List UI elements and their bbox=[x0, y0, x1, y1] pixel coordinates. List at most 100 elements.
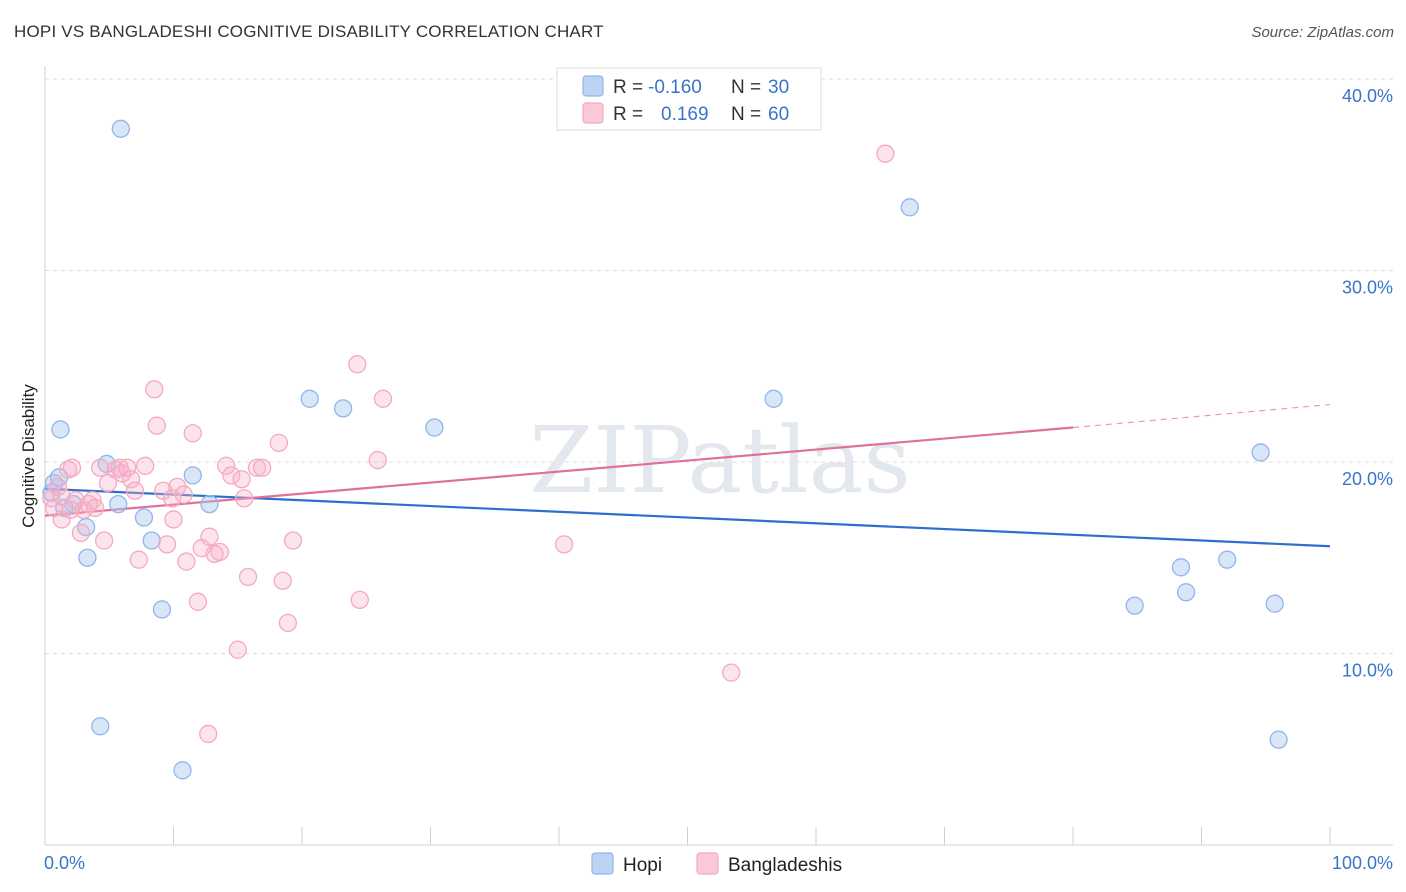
data-point-hopi bbox=[152, 600, 172, 619]
data-point-bangladeshis bbox=[222, 466, 241, 485]
data-point-hopi bbox=[333, 399, 353, 418]
data-point-bangladeshis bbox=[48, 477, 67, 497]
data-point-hopi bbox=[142, 531, 161, 550]
data-point-bangladeshis bbox=[121, 470, 141, 489]
hopi-r-label: R = bbox=[613, 77, 643, 98]
data-point-hopi bbox=[78, 548, 97, 567]
watermark: ZIPatlas bbox=[529, 407, 910, 514]
data-point-bangladeshis bbox=[85, 498, 105, 518]
hopi-legend-label: Hopi bbox=[623, 855, 662, 876]
data-point-bangladeshis bbox=[183, 424, 202, 443]
data-point-bangladeshis bbox=[94, 531, 114, 550]
data-points bbox=[42, 119, 1288, 780]
y-tick-labels: 10.0% 20.0% 30.0% 40.0% bbox=[1342, 86, 1393, 681]
axes bbox=[44, 66, 1393, 846]
grid-lines bbox=[45, 78, 1393, 654]
chart-title: HOPI VS BANGLADESHI COGNITIVE DISABILITY… bbox=[14, 22, 604, 41]
data-point-bangladeshis bbox=[273, 571, 292, 590]
data-point-bangladeshis bbox=[722, 663, 741, 682]
bangladeshis-n-value: 60 bbox=[768, 104, 789, 125]
data-point-bangladeshis bbox=[228, 640, 247, 659]
data-point-bangladeshis bbox=[129, 550, 148, 569]
data-point-bangladeshis bbox=[235, 489, 254, 508]
bangladeshis-stat-swatch bbox=[582, 102, 604, 124]
data-point-bangladeshis bbox=[112, 464, 132, 483]
data-point-bangladeshis bbox=[163, 489, 182, 508]
bangladeshis-legend-swatch bbox=[696, 852, 719, 875]
data-point-bangladeshis bbox=[348, 355, 367, 374]
data-point-bangladeshis bbox=[238, 567, 258, 587]
x-tick-label-max: 100.0% bbox=[1332, 853, 1393, 873]
data-point-hopi bbox=[1251, 443, 1270, 462]
x-tick-label-min: 0.0% bbox=[44, 853, 85, 873]
data-point-hopi bbox=[91, 717, 110, 736]
data-point-bangladeshis bbox=[199, 724, 218, 744]
bangladeshis-r-label: R = bbox=[613, 104, 643, 125]
data-point-bangladeshis bbox=[145, 380, 164, 399]
y-axis-label: Cognitive Disability bbox=[19, 384, 38, 528]
data-point-bangladeshis bbox=[210, 542, 229, 562]
y-tick-label: 40.0% bbox=[1342, 86, 1393, 106]
data-point-bangladeshis bbox=[278, 613, 298, 633]
data-point-bangladeshis bbox=[253, 458, 272, 477]
y-tick-label: 20.0% bbox=[1342, 469, 1393, 489]
data-point-hopi bbox=[111, 119, 130, 138]
data-point-bangladeshis bbox=[247, 458, 267, 477]
data-point-bangladeshis bbox=[350, 590, 369, 610]
data-point-bangladeshis bbox=[147, 416, 166, 435]
data-point-bangladeshis bbox=[91, 458, 110, 477]
data-point-bangladeshis bbox=[177, 552, 196, 571]
data-point-hopi bbox=[300, 389, 319, 408]
trend-lines bbox=[44, 403, 1331, 548]
data-point-hopi bbox=[134, 508, 154, 527]
data-point-bangladeshis bbox=[876, 144, 895, 163]
data-point-hopi bbox=[1125, 596, 1144, 615]
data-point-hopi bbox=[425, 418, 444, 437]
trend-line-hopi bbox=[44, 487, 1331, 548]
data-point-bangladeshis bbox=[368, 450, 387, 470]
data-point-bangladeshis bbox=[269, 433, 289, 453]
data-point-bangladeshis bbox=[71, 523, 91, 543]
data-point-bangladeshis bbox=[136, 456, 155, 475]
data-point-bangladeshis bbox=[52, 487, 71, 506]
data-point-hopi bbox=[51, 420, 70, 439]
source-label: Source: ZipAtlas.com bbox=[1251, 24, 1394, 41]
bangladeshis-n-label: N = bbox=[731, 104, 761, 125]
hopi-n-label: N = bbox=[731, 77, 761, 98]
data-point-hopi bbox=[1269, 730, 1288, 749]
data-point-hopi bbox=[900, 198, 919, 217]
data-point-bangladeshis bbox=[200, 527, 219, 546]
data-point-bangladeshis bbox=[373, 389, 393, 408]
data-point-hopi bbox=[183, 466, 202, 485]
stats-legend: R = -0.160 N = 30 R = 0.169 N = 60 bbox=[556, 67, 822, 131]
data-point-bangladeshis bbox=[283, 531, 303, 550]
hopi-legend-swatch bbox=[591, 852, 614, 875]
data-point-bangladeshis bbox=[118, 458, 137, 477]
data-point-bangladeshis bbox=[62, 458, 82, 477]
data-point-bangladeshis bbox=[125, 481, 145, 500]
data-point-hopi bbox=[200, 494, 219, 514]
data-point-hopi bbox=[1176, 583, 1196, 602]
data-point-hopi bbox=[1265, 594, 1284, 613]
data-point-bangladeshis bbox=[188, 592, 208, 611]
data-point-hopi bbox=[173, 761, 192, 780]
trend-line-extension bbox=[1072, 403, 1331, 429]
data-point-hopi bbox=[1218, 550, 1237, 569]
data-point-hopi bbox=[764, 389, 783, 408]
trend-line-bangladeshis bbox=[44, 426, 1074, 517]
data-point-bangladeshis bbox=[554, 535, 574, 554]
data-point-bangladeshis bbox=[157, 535, 177, 554]
hopi-r-value: -0.160 bbox=[648, 77, 702, 98]
data-point-bangladeshis bbox=[217, 456, 236, 475]
data-point-bangladeshis bbox=[164, 510, 183, 529]
hopi-stat-swatch bbox=[582, 75, 604, 97]
data-point-bangladeshis bbox=[232, 470, 251, 489]
data-point-bangladeshis bbox=[61, 500, 80, 520]
hopi-n-value: 30 bbox=[768, 77, 789, 98]
bangladeshis-legend-label: Bangladeshis bbox=[728, 855, 842, 876]
data-point-hopi bbox=[109, 494, 128, 514]
legend: Hopi Bangladeshis bbox=[591, 852, 842, 876]
data-point-hopi bbox=[1171, 558, 1191, 577]
y-tick-label: 30.0% bbox=[1342, 278, 1393, 298]
